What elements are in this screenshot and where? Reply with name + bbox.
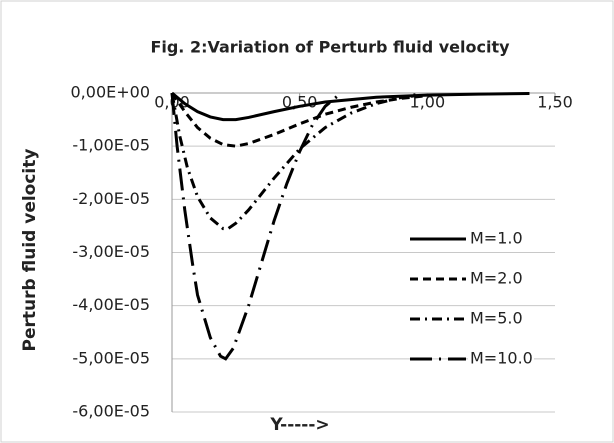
legend-label-bg (468, 269, 534, 289)
legend-label: M=1.0 (470, 229, 523, 248)
data-line (170, 92, 339, 361)
legend-label: M=2.0 (470, 269, 523, 288)
y-tick-label: -4,00E-05 (72, 295, 150, 314)
x-axis-label: Y-----> (269, 415, 329, 435)
y-tick-label: -1,00E-05 (72, 136, 150, 155)
y-tick-label: -2,00E-05 (72, 189, 150, 208)
legend-label-bg (468, 229, 534, 249)
legend-label: M=5.0 (470, 309, 523, 328)
legend-label-bg (468, 349, 534, 369)
legend-label-bg (468, 309, 534, 329)
y-tick-label: 0,00E+00 (71, 83, 151, 102)
data-line (170, 92, 428, 148)
x-tick-label: 1,50 (537, 93, 573, 112)
y-tick-label: -3,00E-05 (72, 242, 150, 261)
y-axis-label: Perturb fluid velocity (20, 149, 40, 352)
legend-label: M=10.0 (470, 349, 533, 368)
chart-title: Fig. 2:Variation of Perturb fluid veloci… (150, 38, 510, 57)
y-tick-label: -6,00E-05 (72, 402, 150, 421)
data-line (170, 92, 420, 231)
y-tick-label: -5,00E-05 (72, 348, 150, 367)
